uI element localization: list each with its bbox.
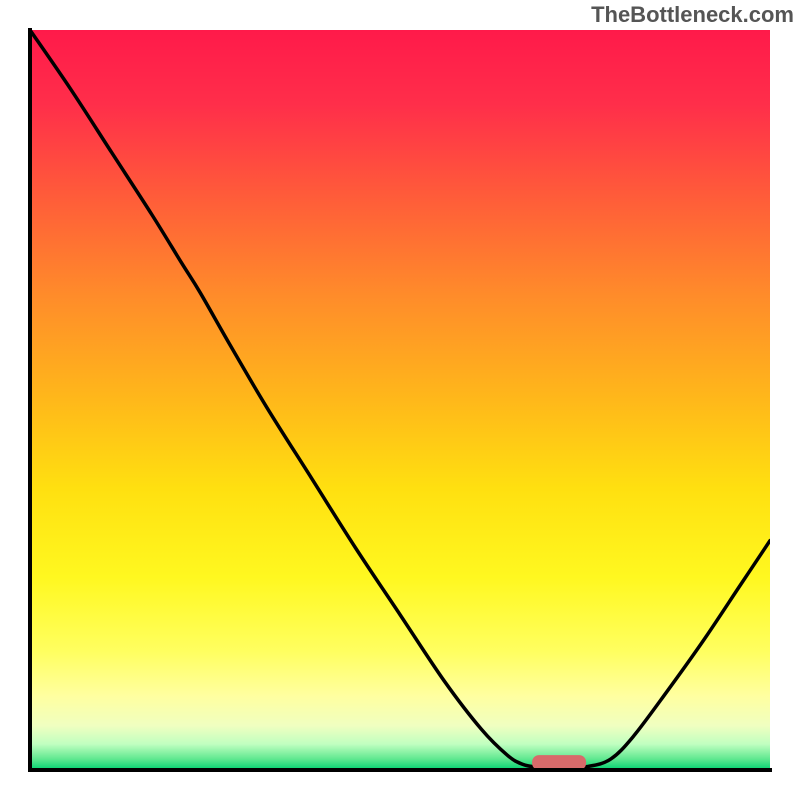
watermark-text: TheBottleneck.com [591,2,794,28]
sweet-spot-marker [532,755,586,770]
gradient-background [30,30,770,770]
chart-container: TheBottleneck.com [0,0,800,800]
bottleneck-chart [0,0,800,800]
